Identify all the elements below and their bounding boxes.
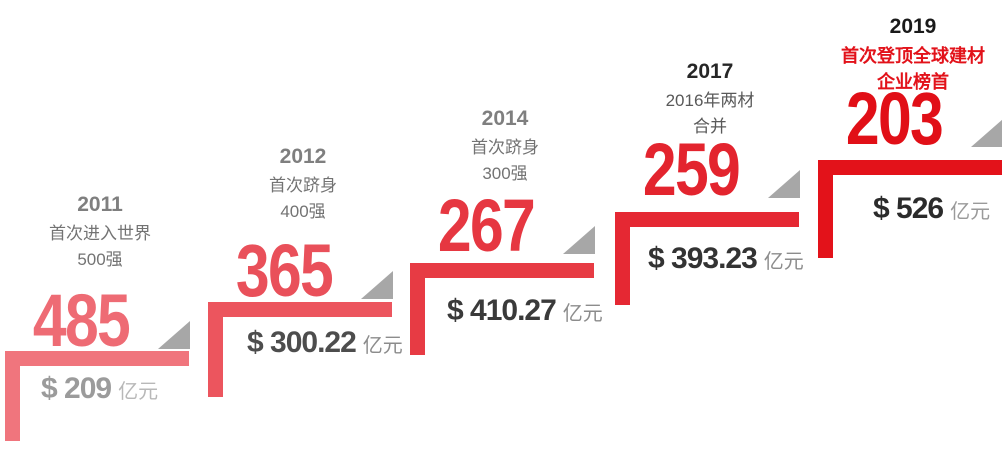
- growth-triangle-icon: [971, 119, 1002, 147]
- rank-number: 365: [235, 229, 334, 312]
- step-2012: 2012 首次跻身 400强 365 $ 300.22 亿元: [208, 0, 403, 452]
- revenue-unit: 亿元: [950, 201, 991, 223]
- milestone-line: 300强: [482, 164, 528, 183]
- milestone-line: 2016年两材: [665, 91, 755, 110]
- milestone-line: 500强: [77, 250, 123, 269]
- year-label: 2019: [889, 15, 937, 38]
- milestone-line: 企业榜首: [877, 72, 949, 92]
- growth-triangle-icon: [158, 321, 190, 349]
- step-bar-horizontal: [5, 351, 189, 366]
- revenue-unit: 亿元: [763, 251, 804, 273]
- rank-number: 203: [845, 77, 944, 160]
- milestone-line: 首次登顶全球建材: [841, 46, 985, 66]
- year-label: 2011: [77, 193, 123, 216]
- step-2019: 2019 首次登顶全球建材 企业榜首 203 $ 526 亿元: [818, 0, 1002, 452]
- revenue-label: $ 410.27 亿元: [447, 294, 603, 333]
- step-bar-vertical: [410, 263, 425, 355]
- step-bar-vertical: [615, 212, 630, 305]
- milestone-label: 首次跻身 400强: [198, 173, 408, 225]
- year-label: 2012: [279, 145, 327, 168]
- milestone-label: 首次进入世界 500强: [0, 221, 205, 273]
- year-label: 2014: [481, 107, 529, 130]
- growth-triangle-icon: [361, 271, 393, 299]
- revenue-unit: 亿元: [118, 381, 159, 403]
- revenue-value: $ 410.27: [447, 294, 557, 327]
- revenue-label: $ 300.22 亿元: [247, 326, 403, 365]
- growth-triangle-icon: [563, 226, 595, 254]
- revenue-label: $ 393.23 亿元: [648, 242, 804, 281]
- revenue-value: $ 209: [41, 372, 112, 405]
- milestone-line: 首次进入世界: [49, 224, 151, 243]
- step-bar-horizontal: [615, 212, 799, 227]
- step-2014: 2014 首次跻身 300强 267 $ 410.27 亿元: [410, 0, 603, 452]
- step-2017: 2017 2016年两材 合并 259 $ 393.23 亿元: [615, 0, 805, 452]
- milestone-line: 首次跻身: [269, 176, 337, 195]
- milestone-line: 400强: [280, 202, 326, 221]
- milestone-label: 首次登顶全球建材 企业榜首: [808, 43, 1002, 95]
- step-bar-vertical: [5, 351, 20, 441]
- step-2011: 2011 首次进入世界 500强 485 $ 209 亿元: [5, 0, 195, 452]
- milestone-line: 首次跻身: [471, 138, 539, 157]
- revenue-label: $ 209 亿元: [41, 372, 158, 411]
- step-bar-vertical: [818, 160, 833, 258]
- revenue-value: $ 526: [873, 192, 944, 225]
- step-bar-horizontal: [818, 160, 1002, 175]
- growth-triangle-icon: [768, 170, 800, 198]
- step-bar-horizontal: [410, 263, 594, 278]
- milestone-label: 2016年两材 合并: [605, 88, 815, 140]
- rank-number: 259: [642, 128, 741, 211]
- revenue-value: $ 393.23: [648, 242, 758, 275]
- milestone-label: 首次跻身 300强: [400, 135, 610, 187]
- revenue-value: $ 300.22: [247, 326, 357, 359]
- year-label: 2017: [686, 60, 734, 83]
- revenue-unit: 亿元: [562, 303, 603, 325]
- milestone-line: 合并: [693, 117, 727, 136]
- revenue-unit: 亿元: [362, 335, 403, 357]
- step-bar-horizontal: [208, 302, 392, 317]
- revenue-label: $ 526 亿元: [873, 192, 990, 231]
- step-bar-vertical: [208, 302, 223, 397]
- rank-number: 485: [32, 279, 131, 362]
- rank-number: 267: [437, 184, 536, 267]
